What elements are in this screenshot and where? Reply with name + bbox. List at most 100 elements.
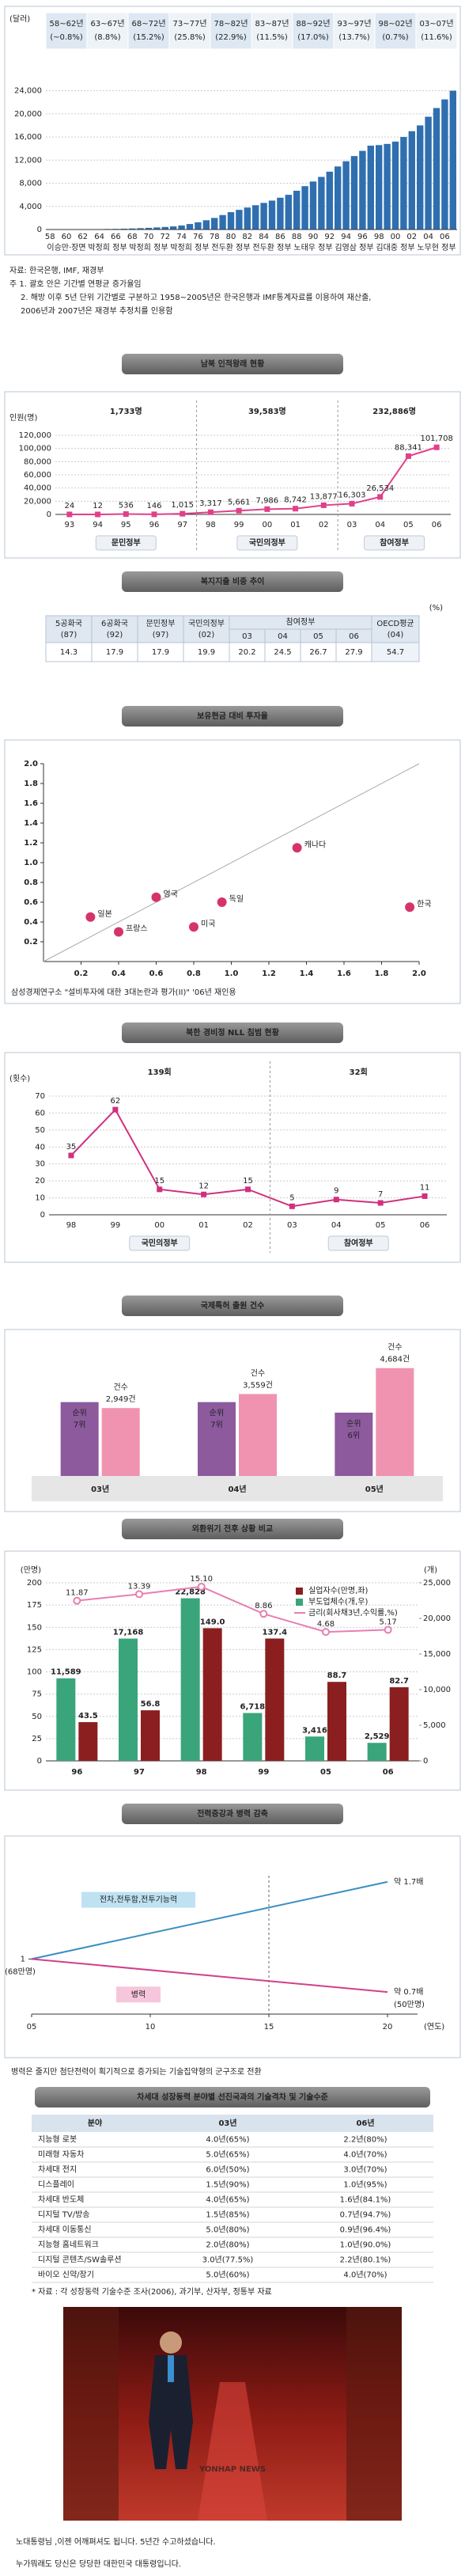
- table-cell: 디지털 TV/방송: [38, 2210, 90, 2220]
- y-tick-label: 20,000: [423, 1614, 451, 1623]
- y-tick-label: 1.0: [24, 859, 38, 867]
- table-cell: 디스플레이: [38, 2180, 74, 2190]
- bar: [335, 1413, 373, 1476]
- bar: [350, 156, 358, 230]
- x-tick-label: 66: [111, 233, 121, 241]
- section-header-bg: [122, 354, 343, 374]
- x-tick-label: 99: [234, 521, 244, 529]
- group-total: 232,886명: [372, 406, 416, 416]
- x-tick-label: 06: [440, 233, 450, 241]
- value-label: 137.4: [263, 1628, 288, 1637]
- y-tick-label: 16,000: [14, 133, 42, 142]
- photo-wall: [346, 2307, 402, 2521]
- period-cell: [86, 12, 129, 50]
- y-tick-label: 10: [35, 1194, 45, 1203]
- group-name: 문민정부: [112, 537, 141, 548]
- period-label: 03~07년: [419, 19, 453, 28]
- x-tick-label: 88: [292, 233, 302, 241]
- y-tick-label: 25: [32, 1735, 42, 1743]
- legend-marker: [296, 1588, 303, 1595]
- period-cell: [374, 12, 417, 50]
- bar: [101, 1408, 140, 1476]
- value-label: 149.0: [200, 1618, 225, 1626]
- note: 2006년과 2007년은 재경부 추정치를 인용함: [21, 305, 172, 316]
- caption: 누가뭐래도 당신은 당당한 대한민국 대통령입니다.: [16, 2559, 181, 2569]
- marker: [259, 1610, 268, 1618]
- value-label: 약 1.7배: [394, 1877, 423, 1887]
- x-tick-label: 1.2: [262, 969, 276, 978]
- table-header: 국민의정부: [188, 619, 225, 628]
- y-tick-label: 100: [27, 1668, 42, 1677]
- x-tick-label: 00: [391, 233, 401, 241]
- value-label: 2,529: [365, 1732, 390, 1741]
- value-label: 7위: [74, 1420, 86, 1430]
- table-cell: 1.0년(95%): [343, 2180, 387, 2190]
- marker: [180, 510, 186, 517]
- government-label: 박정희 정부: [170, 243, 209, 252]
- section-title: 보유현금 대비 투자율: [197, 711, 268, 721]
- photo-head: [160, 2331, 182, 2354]
- point: [189, 922, 198, 932]
- table-cell: 차세대 반도체: [38, 2195, 84, 2205]
- bar: [335, 166, 342, 230]
- value-label: 56.8: [141, 1700, 161, 1709]
- value-label: 88.7: [327, 1671, 347, 1680]
- period-rate: (15.2%): [133, 33, 164, 42]
- y-tick-label: 10,000: [423, 1686, 451, 1694]
- y-tick-label: 5,000: [423, 1721, 446, 1730]
- bar: [301, 186, 308, 230]
- bar: [129, 228, 136, 230]
- point-label: 캐나다: [304, 840, 327, 849]
- period-label: 83~87년: [255, 19, 289, 28]
- x-tick-label: 0.6: [149, 969, 164, 978]
- y-tick-label: 0.8: [24, 878, 38, 887]
- bar: [141, 1710, 160, 1761]
- group-box: [236, 535, 298, 551]
- period-rate: (8.8%): [94, 33, 120, 42]
- group-box: [129, 1235, 191, 1251]
- bar: [178, 225, 185, 230]
- table-cell: 4.0년(65%): [206, 2135, 249, 2145]
- bar: [170, 226, 177, 230]
- bar: [277, 197, 284, 230]
- group-box: [95, 535, 157, 551]
- value-label: 16,303: [338, 491, 366, 499]
- x-tick-label: 96: [149, 521, 160, 529]
- period-rate: (13.7%): [338, 33, 370, 42]
- point-label: 프랑스: [126, 924, 148, 934]
- marker: [289, 1203, 295, 1209]
- section-header-bg: [122, 706, 343, 727]
- section-header-bg: [122, 1519, 343, 1539]
- value-label: 8.86: [255, 1602, 272, 1610]
- value-label: 88,341: [395, 443, 422, 452]
- table-header: (87): [61, 631, 78, 639]
- period-label: 88~92년: [296, 19, 330, 28]
- period-cell: [127, 12, 170, 50]
- value-label: 11,589: [51, 1668, 81, 1677]
- table-cell: [229, 642, 266, 662]
- table-cell: [335, 642, 372, 662]
- table-value: 17.9: [152, 648, 169, 657]
- bar: [78, 1722, 98, 1761]
- section-title: 외환위기 전후 상황 비교: [192, 1523, 273, 1534]
- legend-marker: [296, 1599, 303, 1606]
- table-cell: 차세대 전지: [38, 2165, 77, 2175]
- x-tick-label: 05: [403, 521, 414, 529]
- group-total: 1,733명: [110, 406, 142, 416]
- source: 삼성경제연구소 "설비투자에 대한 3대논란과 평가(II)" '06년 재인용: [11, 987, 236, 997]
- bar: [211, 218, 218, 230]
- y-tick-label: 15,000: [423, 1650, 451, 1659]
- bar: [145, 227, 153, 230]
- group-name: 국민의정부: [249, 537, 285, 548]
- x-tick-label: 10: [146, 2023, 156, 2032]
- value-label: 5,661: [228, 498, 251, 506]
- value-label: 4.68: [317, 1620, 335, 1629]
- table-cell: [300, 642, 337, 662]
- table-value: 19.9: [198, 648, 215, 657]
- bar: [202, 1628, 222, 1761]
- group-total: 139회: [148, 1067, 172, 1077]
- x-tick-label: 20: [383, 2023, 393, 2032]
- x-tick-label: 01: [290, 521, 301, 529]
- section-title: 전력증강과 병력 감축: [197, 1808, 268, 1819]
- y-tick-label: 0: [40, 1211, 45, 1220]
